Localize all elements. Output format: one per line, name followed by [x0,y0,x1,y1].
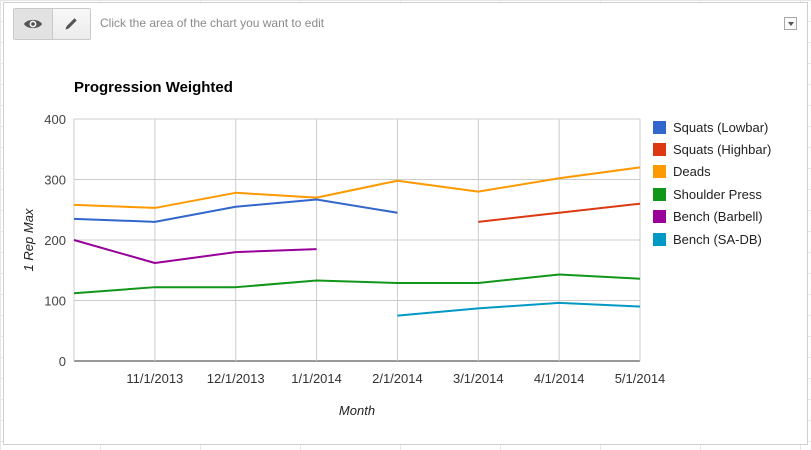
legend-label: Bench (SA-DB) [673,231,762,247]
series-line[interactable] [73,198,398,223]
edit-hint: Click the area of the chart you want to … [100,16,325,30]
legend-swatch [653,165,666,179]
legend-label: Squats (Lowbar) [673,119,769,135]
legend-label: Squats (Highbar) [673,142,772,158]
x-tick-label: 3/1/2014 [453,371,504,386]
y-tick-label: 100 [44,294,66,309]
eye-icon [23,19,42,29]
legend-label: Deads [673,164,711,180]
y-tick-label: 0 [59,354,66,369]
legend-item[interactable]: Deads [653,161,771,183]
chart-legend: Squats (Lowbar) Squats (Highbar) Deads Shou… [653,116,771,250]
legend-swatch [653,210,666,224]
mode-toggle-group [13,8,91,40]
chart-title[interactable]: Progression Weighted [74,79,233,96]
grid-lines [73,118,641,362]
x-tick-label: 5/1/2014 [615,371,666,386]
x-tick-label: 11/1/2013 [126,371,183,386]
y-tick-label: 200 [44,233,66,248]
legend-item[interactable]: Squats (Lowbar) [653,116,771,138]
y-tick-label: 400 [44,112,66,127]
legend-swatch [653,187,666,201]
view-button[interactable] [14,9,52,39]
legend-swatch [653,120,666,134]
series-deads[interactable] [73,166,641,209]
series-line[interactable] [478,202,641,223]
x-tick-label: 12/1/2013 [207,371,265,386]
series-line[interactable] [73,273,641,295]
series-line[interactable] [73,239,317,264]
legend-item[interactable]: Squats (Highbar) [653,138,771,160]
pencil-icon [65,18,77,30]
series-squats-highbar[interactable] [478,202,641,223]
legend-label: Bench (Barbell) [673,209,763,225]
series-lines[interactable] [73,166,641,317]
edit-button[interactable] [51,9,90,39]
series-bench-sa-db[interactable] [397,301,641,317]
chart-editor[interactable]: Click the area of the chart you want to … [3,2,808,445]
x-tick-label: 1/1/2014 [291,371,342,386]
legend-item[interactable]: Bench (Barbell) [653,206,771,228]
x-axis-title: Month [339,403,375,418]
y-axis-title: 1 Rep Max [21,208,36,271]
legend-item[interactable]: Bench (SA-DB) [653,228,771,250]
series-line[interactable] [73,166,641,209]
series-bench-barbell[interactable] [73,239,317,264]
axis-ticks: 0 100 200 300 400 11/1/2013 12/1/2013 1/1/2014 2… [44,112,665,386]
legend-label: Shoulder Press [673,186,762,202]
x-tick-label: 2/1/2014 [372,371,423,386]
series-line[interactable] [397,301,641,317]
y-tick-label: 300 [44,173,66,188]
legend-swatch [653,232,666,246]
legend-swatch [653,143,666,157]
series-squats-lowbar[interactable] [73,198,398,223]
legend-item[interactable]: Shoulder Press [653,183,771,205]
chart-toolbar: Click the area of the chart you want to … [4,3,807,43]
x-tick-label: 4/1/2014 [534,371,585,386]
dropdown-arrow-icon[interactable] [784,17,797,30]
series-shoulder-press[interactable] [73,273,641,295]
